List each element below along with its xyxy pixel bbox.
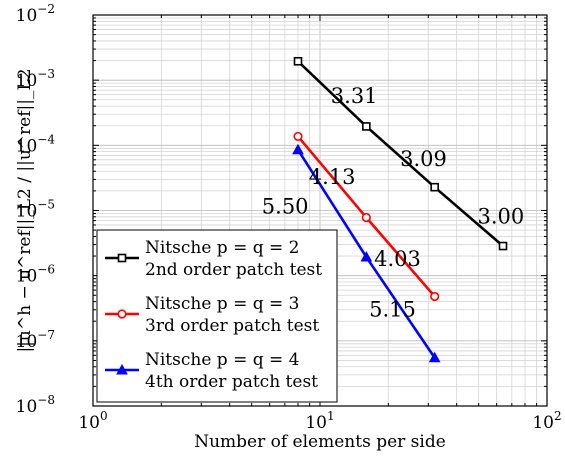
square-marker	[498, 241, 508, 251]
rate-labels: 3.31 3.09 3.00 4.13 4.03 5.50 5.15	[262, 84, 524, 322]
y-tick-label: 10−6	[16, 263, 55, 287]
series-layer	[292, 56, 508, 363]
y-tick-label: 10−8	[16, 393, 55, 417]
y-tick-label: 10−4	[16, 132, 56, 156]
circle-marker	[293, 131, 303, 142]
triangle-marker	[116, 363, 128, 375]
series-3	[292, 143, 441, 363]
series-line	[297, 60, 504, 248]
y-tick-label: 10−7	[16, 328, 55, 352]
triangle-marker	[360, 251, 373, 262]
legend-sublabel: 2nd order patch test	[145, 260, 322, 280]
x-axis-label: Number of elements per side	[194, 432, 446, 452]
legend-sublabel: 3rd order patch test	[145, 316, 319, 336]
legend-label: Nitsche p = q = 3	[145, 294, 300, 314]
grid	[93, 15, 547, 406]
y-tick-label: 10−2	[16, 2, 55, 26]
rate-label: 4.03	[374, 247, 421, 271]
circle-marker	[361, 212, 371, 223]
x-tick-label: 100	[78, 409, 107, 433]
square-marker	[430, 182, 439, 192]
y-axis-label: ||u^h − u^ref||_L2 / ||u^ref||_L2	[15, 68, 35, 352]
rate-label: 5.15	[369, 297, 416, 321]
y-tick-label: 10−5	[16, 198, 55, 222]
legend-sublabel: 4th order patch test	[145, 372, 318, 392]
circle-marker	[430, 291, 440, 302]
x-tick-label: 101	[305, 409, 334, 433]
series-1	[293, 56, 508, 251]
rate-label: 3.31	[331, 84, 378, 108]
square-marker	[117, 253, 127, 263]
x-tick-label: 102	[532, 409, 561, 433]
triangle-marker	[428, 351, 441, 363]
rate-label: 3.00	[477, 205, 524, 229]
axis-titles: Number of elements per side ||u^h − u^ref…	[15, 68, 446, 452]
square-marker	[293, 56, 303, 66]
y-tick-label: 10−3	[16, 67, 55, 91]
axis-ticks: 100 101 102 10−2 10−3 10−4 10−5 10−6 10−7 10−8	[16, 2, 562, 433]
square-marker	[362, 122, 371, 131]
legend-label: Nitsche p = q = 4	[145, 350, 300, 370]
series-2	[293, 131, 440, 302]
rate-label: 4.13	[309, 165, 356, 189]
triangle-marker	[292, 143, 304, 155]
legend-label: Nitsche p = q = 2	[145, 238, 300, 258]
rate-label: 3.09	[400, 147, 447, 171]
circle-marker	[117, 309, 127, 319]
rate-label: 5.50	[262, 194, 309, 218]
